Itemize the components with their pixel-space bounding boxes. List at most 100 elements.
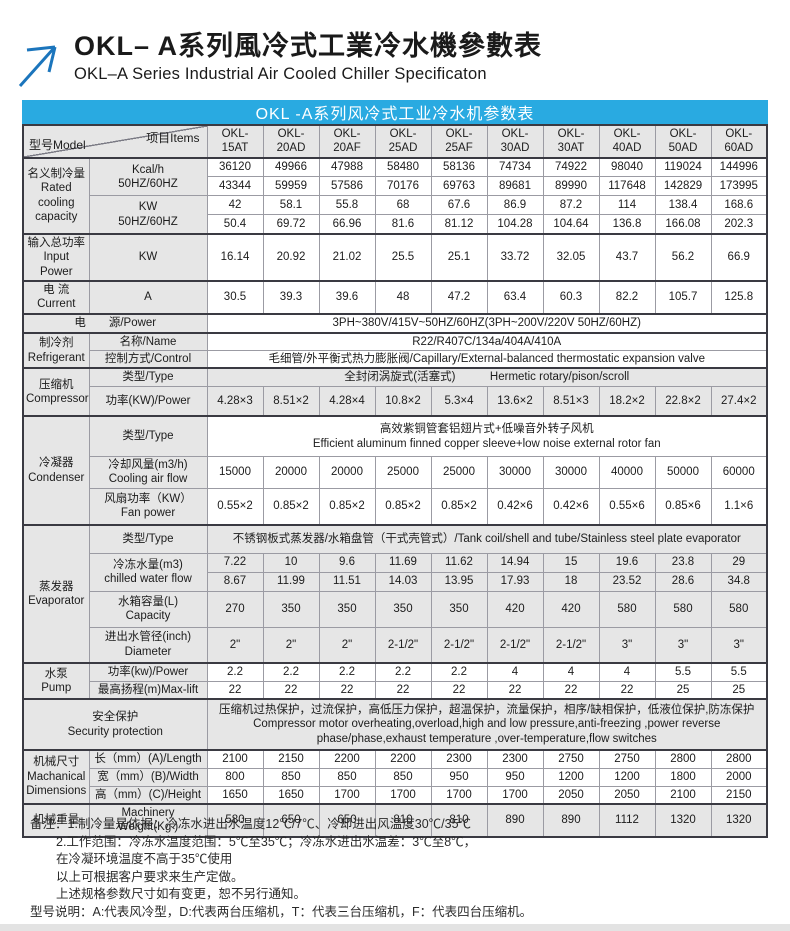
table-cell: 2-1/2" xyxy=(374,626,432,664)
row-item-label: 冷却风量(m3/h) Cooling air flow xyxy=(88,455,208,489)
table-cell: 420 xyxy=(542,590,600,628)
table-row: 安全保护 Security protection 压缩机过热保护，过流保护，高低压… xyxy=(22,698,768,751)
condenser-type-value: 高效紫铜管套铝翅片式+低噪音外转子风机 Efficient aluminum f… xyxy=(206,415,768,457)
table-row: 宽（mm）(B)/Width 800 850 850 850 950 950 1200 1200… xyxy=(23,767,768,787)
table-cell: 8.67 xyxy=(206,571,264,592)
security-protection-value: 压缩机过热保护，过流保护，高低压力保护，超温保护，流量保护，相序/缺相保护，低液… xyxy=(206,698,768,751)
table-cell: 11.51 xyxy=(318,571,376,592)
table-cell: 850 xyxy=(262,767,320,787)
table-cell: 2200 xyxy=(318,749,376,769)
table-cell: 8.51×2 xyxy=(262,385,320,417)
page-bottom-strip xyxy=(0,924,790,931)
table-cell: 81.12 xyxy=(430,214,488,235)
table-cell: 104.64 xyxy=(542,214,600,235)
table-cell: 89990 xyxy=(542,176,600,197)
row-item-label: KW xyxy=(88,232,208,282)
table-cell: 173995 xyxy=(710,176,768,197)
table-cell: 2-1/2" xyxy=(542,626,600,664)
table-row: 蒸发器 Evaporator 类型/Type 不锈钢板式蒸发器/水箱盘管（干式壳管式… xyxy=(22,524,768,664)
table-cell: 810 xyxy=(430,803,488,838)
row-group-label: 蒸发器 Evaporator xyxy=(22,524,90,664)
row-group-label: 机械重量 xyxy=(22,803,90,838)
table-row: 名义制冷量 Rated cooling capacity Kcal/h 50HZ/… xyxy=(22,156,768,235)
row-item-label: KW 50HZ/60HZ xyxy=(88,195,208,235)
table-cell: 25 xyxy=(710,680,768,700)
table-cell: 98040 xyxy=(598,156,656,178)
table-cell: 66.96 xyxy=(318,214,376,235)
table-cell: 34.8 xyxy=(710,571,768,592)
note-line: 型号说明：A:代表风冷型，D:代表两台压缩机，T：代表三台压缩机，F：代表四台压… xyxy=(30,904,533,919)
table-cell: 4 xyxy=(542,662,600,682)
page-subtitle: OKL–A Series Industrial Air Cooled Chill… xyxy=(74,65,487,83)
table-cell: 49966 xyxy=(262,156,320,178)
table-cell: 0.42×6 xyxy=(542,487,600,526)
table-cell: 650 xyxy=(262,803,320,838)
table-cell: 40000 xyxy=(598,455,656,489)
table-cell: 138.4 xyxy=(654,195,712,216)
table-cell: 119024 xyxy=(654,156,712,178)
table-row: 电 流 Current A 30.5 39.3 39.6 48 47.2 63.4 60.3 82… xyxy=(22,279,768,315)
table-cell: 10.8×2 xyxy=(374,385,432,417)
table-cell: 22 xyxy=(598,680,656,700)
row-item-label: 类型/Type xyxy=(88,524,208,554)
table-cell: 22 xyxy=(262,680,320,700)
table-cell: 4.28×4 xyxy=(318,385,376,417)
table-row: 压缩机 Compressor 类型/Type 全封闭涡旋式(活塞式) Hermeti… xyxy=(22,367,768,417)
table-cell: 2750 xyxy=(542,749,600,769)
table-row: 冷冻水量(m3) chilled water flow 7.22 10 9.6 11.6… xyxy=(23,552,768,592)
row-item-label: 风扇功率（KW） Fan power xyxy=(88,487,208,526)
table-cell: 166.08 xyxy=(654,214,712,235)
row-item-label: 冷冻水量(m3) chilled water flow xyxy=(88,552,208,592)
table-cell: 22 xyxy=(318,680,376,700)
table-cell: 18.2×2 xyxy=(598,385,656,417)
table-cell: 350 xyxy=(430,590,488,628)
table-cell: 30.5 xyxy=(206,279,264,315)
table-cell: 580 xyxy=(206,803,264,838)
table-cell: 19.6 xyxy=(598,552,656,573)
table-cell: 2100 xyxy=(654,785,712,805)
table-cell: 168.6 xyxy=(710,195,768,216)
table-cell: 11.62 xyxy=(430,552,488,573)
table-cell: 55.8 xyxy=(318,195,376,216)
table-cell: 125.8 xyxy=(710,279,768,315)
table-cell: 13.95 xyxy=(430,571,488,592)
table-cell: 14.03 xyxy=(374,571,432,592)
row-item-label: 名称/Name xyxy=(88,331,208,351)
row-item-label: 功率(KW)/Power xyxy=(88,385,208,417)
table-cell: 0.85×2 xyxy=(430,487,488,526)
row-item-label: 水箱容量(L) Capacity xyxy=(88,590,208,628)
table-cell: 1700 xyxy=(374,785,432,805)
row-item-label: 功率(kw)/Power xyxy=(88,662,208,682)
table-cell: 68 xyxy=(374,195,432,216)
table-cell: 48 xyxy=(374,279,432,315)
table-cell: 18 xyxy=(542,571,600,592)
table-row: 水泵 Pump 功率(kw)/Power 2.2 2.2 2.2 2.2 2.2 4 4 4 5.5… xyxy=(22,662,768,700)
row-group-label: 水泵 Pump xyxy=(22,662,90,700)
model-header: OKL- 20AF xyxy=(318,124,376,159)
table-cell: 69763 xyxy=(430,176,488,197)
table-cell: 4.28×3 xyxy=(206,385,264,417)
table-cell: 32.05 xyxy=(542,232,600,282)
table-row: 电 源/Power 3PH~380V/415V~50HZ/60HZ(3PH~200… xyxy=(22,312,768,334)
table-cell: 2200 xyxy=(374,749,432,769)
note-line: 上述规格参数尺寸如有变更，恕不另行通知。 xyxy=(56,887,307,901)
table-cell: 2300 xyxy=(486,749,544,769)
table-cell: 2050 xyxy=(598,785,656,805)
table-row: 进出水管径(inch) Diameter 2" 2" 2" 2-1/2" 2-1/2" 2-… xyxy=(23,626,768,664)
note-line: 以上可根据客户要求来生产定做。 xyxy=(56,869,244,884)
table-cell: 890 xyxy=(542,803,600,838)
table-cell: 8.51×3 xyxy=(542,385,600,417)
table-cell: 22 xyxy=(206,680,264,700)
table-row: 高（mm）(C)/Height 1650 1650 1700 1700 1700 1700 2… xyxy=(23,785,768,805)
table-cell: 25.5 xyxy=(374,232,432,282)
table-title-banner: OKL -A系列风冷式工业冷水机参数表 xyxy=(22,100,768,124)
table-cell: 0.85×2 xyxy=(318,487,376,526)
table-row: 最高扬程(m)Max-lift 22 22 22 22 22 22 22 22 25 25 xyxy=(23,680,768,700)
table-cell: 105.7 xyxy=(654,279,712,315)
table-cell: 43344 xyxy=(206,176,264,197)
table-row: 43344 59959 57586 70176 69763 89681 89990 11764… xyxy=(23,176,768,197)
row-group-label: 安全保护 Security protection xyxy=(22,698,208,751)
table-cell: 10 xyxy=(262,552,320,573)
table-cell: 2750 xyxy=(598,749,656,769)
